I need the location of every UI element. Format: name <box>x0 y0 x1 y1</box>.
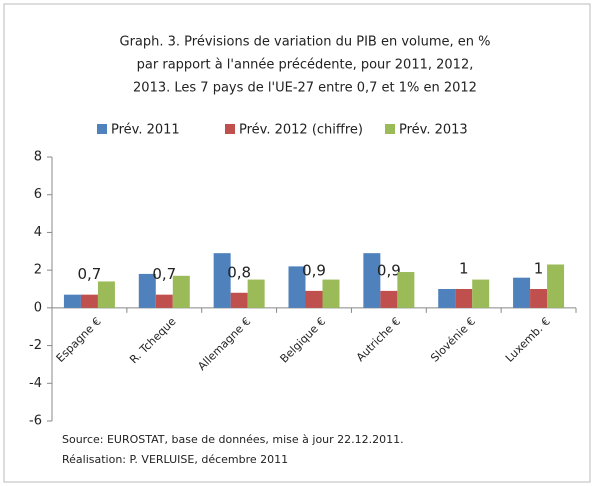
chart-title: par rapport à l'année précédente, pour 2… <box>137 58 474 73</box>
bar <box>247 279 265 308</box>
bar <box>455 289 473 308</box>
y-tick-label: 0 <box>34 300 42 315</box>
legend-swatch <box>385 124 395 134</box>
source-note: Réalisation: P. VERLUISE, décembre 2011 <box>62 453 288 466</box>
source-note: Source: EUROSTAT, base de données, mise … <box>62 433 404 446</box>
bar <box>438 289 456 308</box>
data-label: 1 <box>459 260 469 278</box>
legend-label: Prév. 2011 <box>111 123 180 138</box>
bar <box>397 272 415 308</box>
data-label: 1 <box>534 260 544 278</box>
bar <box>155 294 173 308</box>
data-label: 0,7 <box>77 265 101 283</box>
data-label: 0,7 <box>152 265 176 283</box>
bar <box>288 266 306 308</box>
bar <box>380 290 398 308</box>
bar <box>305 290 323 308</box>
y-tick-label: 4 <box>34 225 42 240</box>
data-label: 0,9 <box>377 261 401 279</box>
y-tick-label: -2 <box>29 338 42 353</box>
bar <box>80 294 98 308</box>
data-label: 0,9 <box>302 261 326 279</box>
chart-title: 2013. Les 7 pays de l'UE-27 entre 0,7 et… <box>133 81 477 96</box>
bar <box>363 253 381 308</box>
y-tick-label: 8 <box>34 150 42 165</box>
chart-title: Graph. 3. Prévisions de variation du PIB… <box>120 35 491 50</box>
y-tick-label: 6 <box>34 187 42 202</box>
bar <box>172 275 190 308</box>
bar <box>230 292 248 308</box>
bar <box>63 294 81 308</box>
y-tick-label: -4 <box>29 376 42 391</box>
legend-swatch <box>225 124 235 134</box>
y-tick-label: 2 <box>34 263 42 278</box>
bar <box>513 277 531 308</box>
frame <box>3 3 591 483</box>
y-tick-label: -6 <box>29 414 42 429</box>
legend-label: Prév. 2012 (chiffre) <box>239 123 363 138</box>
bar <box>138 273 156 308</box>
legend-label: Prév. 2013 <box>399 123 468 138</box>
bar <box>547 264 565 308</box>
data-label: 0,8 <box>227 263 251 281</box>
legend-swatch <box>97 124 107 134</box>
bar <box>213 253 231 308</box>
bar <box>530 289 548 308</box>
bar <box>97 281 115 308</box>
bar <box>322 279 340 308</box>
bar <box>472 279 490 308</box>
